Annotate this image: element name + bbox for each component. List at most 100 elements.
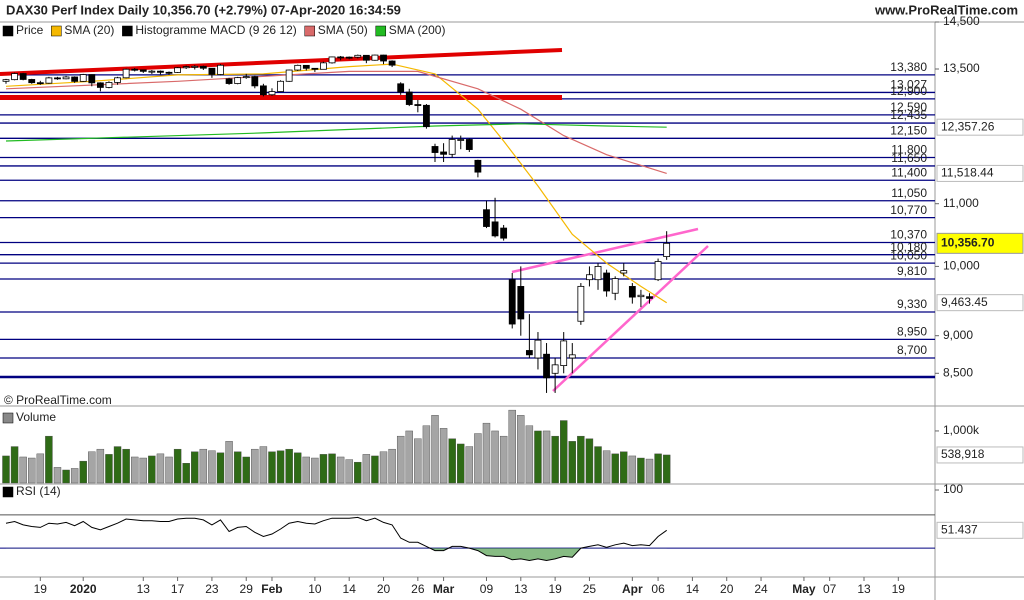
- candle-body: [517, 286, 525, 320]
- drawings: [0, 48, 935, 392]
- value-tag-label: 9,463.45: [941, 295, 988, 309]
- candle-body: [500, 227, 508, 239]
- volume-bar: [122, 448, 130, 484]
- candle-body: [285, 69, 293, 82]
- sma-line: [5, 63, 668, 304]
- candle-body: [36, 82, 44, 85]
- volume-bar: [379, 451, 388, 484]
- value-tag-label: 10,356.70: [941, 236, 995, 250]
- value-tag-label: 538,918: [941, 447, 985, 461]
- y-tick-label: 100: [943, 482, 963, 496]
- volume-bar: [294, 452, 302, 484]
- candle-body: [234, 77, 242, 84]
- candle-body: [380, 54, 387, 62]
- volume-bar: [113, 446, 122, 484]
- legend-label: Price: [16, 23, 44, 37]
- volume-bar: [79, 460, 87, 484]
- volume-bar: [259, 446, 268, 484]
- candle-body: [19, 73, 27, 80]
- candle-body: [311, 67, 319, 70]
- x-tick-label: 06: [651, 582, 665, 596]
- candle-body: [388, 60, 396, 66]
- volume-bar: [311, 457, 319, 484]
- candle-body: [294, 64, 302, 71]
- legend-swatch: [51, 25, 62, 37]
- level-label: 10,050: [890, 248, 927, 262]
- volume-bar: [96, 448, 105, 484]
- level-label: 11,650: [891, 151, 927, 165]
- volume-bar: [508, 409, 516, 484]
- value-tag-label: 51.437: [941, 522, 978, 536]
- rsi-line: [5, 516, 667, 562]
- volume-bar: [156, 453, 165, 484]
- volume-bar: [191, 451, 199, 484]
- volume-bar: [405, 430, 413, 484]
- candle-body: [603, 272, 610, 292]
- x-tick-label: 2020: [70, 582, 97, 596]
- candle-body: [543, 353, 550, 379]
- candle-body: [637, 294, 645, 298]
- volume-bar: [208, 450, 216, 484]
- candle-body: [577, 285, 585, 322]
- candle-body: [431, 146, 439, 153]
- candle-body: [551, 364, 559, 374]
- volume-bar: [105, 454, 113, 484]
- volume-bar: [328, 453, 336, 484]
- candle-body: [28, 79, 36, 84]
- volume-bar: [645, 458, 654, 484]
- volume-bar: [139, 457, 147, 484]
- y-tick-label: 14,500: [943, 14, 980, 28]
- candle-body: [122, 68, 130, 79]
- candle-body: [79, 74, 87, 82]
- value-tag: 9,463.45: [936, 294, 1024, 312]
- x-tick-label: 25: [583, 582, 597, 596]
- volume-bar: [182, 463, 190, 484]
- value-tag-box: [936, 521, 1024, 539]
- candle-body: [148, 70, 156, 73]
- candle-body: [474, 159, 482, 173]
- x-tick-label: 20: [720, 582, 734, 596]
- candle-body: [302, 64, 310, 69]
- volume-bar: [130, 456, 139, 484]
- candle-body: [628, 286, 636, 298]
- volume-bar: [568, 441, 576, 484]
- x-tick-label: 10: [308, 582, 322, 596]
- x-tick-label: 19: [548, 582, 562, 596]
- level-label: 11,050: [891, 186, 927, 200]
- x-tick-label: 13: [137, 582, 151, 596]
- volume-bar: [345, 459, 353, 484]
- candle-body: [328, 56, 336, 64]
- candle-body: [534, 339, 542, 359]
- volume-bar: [611, 453, 619, 484]
- volume-bar: [10, 446, 19, 484]
- volume-bar: [585, 438, 594, 484]
- legend-label: RSI (14): [16, 484, 61, 498]
- volume-bar: [276, 450, 285, 484]
- volume-bar: [448, 438, 456, 484]
- site-link[interactable]: www.ProRealTime.com: [874, 2, 1018, 17]
- legend-swatch: [2, 486, 14, 498]
- value-tag: 51.437: [936, 521, 1024, 539]
- candle-body: [225, 78, 233, 84]
- x-tick-label: 19: [892, 582, 906, 596]
- volume-bar: [28, 457, 36, 484]
- volume-bar: [431, 415, 439, 484]
- candle-body: [646, 296, 653, 299]
- x-tick-label: 14: [343, 582, 357, 596]
- legend-label: SMA (50): [318, 23, 368, 37]
- level-label: 13,027: [890, 78, 927, 92]
- volume-bar: [70, 468, 79, 484]
- candle-body: [88, 74, 96, 84]
- value-tag-box: [936, 232, 1024, 254]
- volume-bar: [2, 455, 10, 484]
- candle-body: [465, 139, 473, 150]
- volume-bar: [534, 430, 542, 484]
- level-label: 12,435: [890, 108, 927, 122]
- volume-bar: [53, 467, 62, 484]
- marks: 14,500 13,500 11,000 10,000 9,000 8,500 9,463.…: [0, 14, 1024, 596]
- y-tick-label: 10,000: [943, 259, 980, 273]
- volume-bar: [242, 456, 250, 484]
- candle-body: [440, 151, 447, 155]
- candle-body: [139, 69, 147, 72]
